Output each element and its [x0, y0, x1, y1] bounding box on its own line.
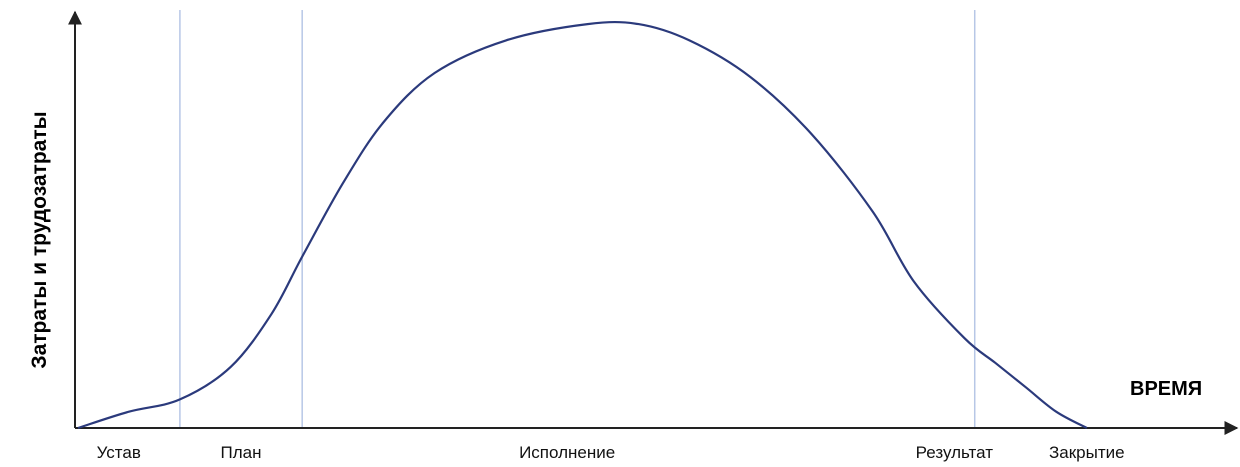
x-tick-label: Устав: [97, 443, 141, 462]
y-axis-title: Затраты и трудозатраты: [28, 111, 51, 368]
x-tick-label: План: [221, 443, 262, 462]
x-tick-label: Закрытие: [1049, 443, 1125, 462]
x-tick-label: Результат: [916, 443, 994, 462]
cost-effort-curve: [77, 20, 1088, 430]
x-axis-title: ВРЕМЯ: [1130, 378, 1202, 400]
x-tick-labels: Устав План Исполнение Результат Закрытие: [97, 443, 1125, 462]
x-tick-label: Исполнение: [519, 443, 615, 462]
phase-boundary-lines: [179, 10, 976, 428]
